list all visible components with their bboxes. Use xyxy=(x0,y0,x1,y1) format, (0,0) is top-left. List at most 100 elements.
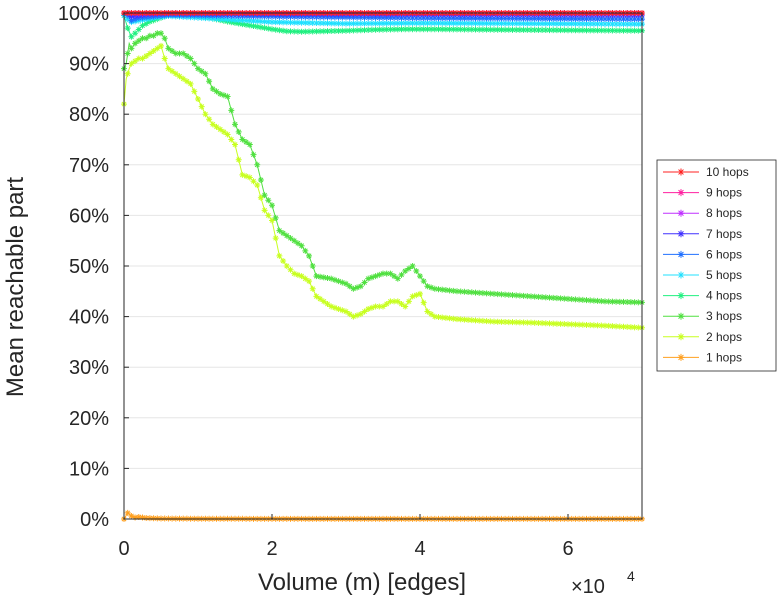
data-point xyxy=(409,20,416,27)
grid-lines xyxy=(124,12,642,520)
data-point xyxy=(620,21,627,28)
data-point xyxy=(287,19,294,26)
data-point xyxy=(202,70,209,77)
series-2-hops xyxy=(121,42,645,331)
data-point xyxy=(487,15,494,22)
data-point xyxy=(465,26,472,33)
data-point xyxy=(587,20,594,27)
data-point xyxy=(354,14,361,21)
data-point xyxy=(405,14,412,21)
data-point xyxy=(343,20,349,27)
data-point xyxy=(494,15,501,22)
data-point xyxy=(528,15,534,22)
data-point xyxy=(298,273,305,280)
data-point xyxy=(516,319,523,326)
data-point xyxy=(465,289,472,296)
data-point xyxy=(627,299,634,306)
data-point xyxy=(146,32,153,39)
legend-marker xyxy=(677,292,685,300)
data-point xyxy=(132,514,139,521)
data-point xyxy=(472,15,479,22)
data-point xyxy=(542,20,549,27)
data-point xyxy=(442,287,449,294)
data-point xyxy=(442,20,449,27)
data-point xyxy=(235,156,242,163)
data-point xyxy=(294,240,301,247)
data-point xyxy=(476,26,483,33)
data-point xyxy=(561,295,568,302)
data-point xyxy=(298,28,305,35)
data-point xyxy=(150,515,157,522)
data-point xyxy=(165,45,172,52)
data-point xyxy=(550,294,557,301)
data-point xyxy=(565,27,571,34)
data-point xyxy=(561,15,568,22)
data-point xyxy=(405,26,412,33)
data-point xyxy=(557,295,564,302)
data-point xyxy=(531,15,538,22)
data-point xyxy=(239,17,246,24)
data-point xyxy=(361,14,368,21)
data-point xyxy=(195,96,201,103)
data-point xyxy=(139,35,146,42)
data-point xyxy=(520,15,527,22)
data-point xyxy=(331,304,338,311)
data-point xyxy=(472,289,479,296)
data-point xyxy=(417,20,423,27)
legend-box xyxy=(656,159,777,372)
data-point xyxy=(491,290,497,297)
data-point xyxy=(206,116,213,123)
data-point xyxy=(380,303,386,310)
data-point xyxy=(602,298,608,305)
data-point xyxy=(542,294,549,301)
data-point xyxy=(306,28,312,35)
legend-entry: 2 hops xyxy=(663,330,742,344)
data-point xyxy=(132,16,139,23)
data-point xyxy=(528,293,534,300)
data-point xyxy=(246,141,253,148)
data-point xyxy=(616,21,623,28)
data-point xyxy=(402,14,409,21)
data-point xyxy=(539,20,546,27)
data-point xyxy=(598,27,605,34)
y-tick-label: 50% xyxy=(69,256,109,278)
series-1-hops xyxy=(121,509,645,522)
data-point xyxy=(579,321,586,328)
data-point xyxy=(631,299,638,306)
data-point xyxy=(269,202,275,209)
data-point xyxy=(609,15,616,22)
data-point xyxy=(350,285,357,292)
data-point xyxy=(461,288,468,295)
data-point xyxy=(565,321,571,328)
data-point xyxy=(398,300,405,307)
data-point xyxy=(520,20,527,27)
data-point xyxy=(291,19,298,26)
data-point xyxy=(557,27,564,34)
data-point xyxy=(324,300,331,307)
data-point xyxy=(143,514,150,521)
data-point xyxy=(513,15,520,22)
data-point xyxy=(139,514,146,521)
data-point xyxy=(513,20,520,27)
data-point xyxy=(402,268,409,275)
data-point xyxy=(317,28,324,35)
data-point xyxy=(224,131,231,138)
data-point xyxy=(183,53,190,60)
x-axis-multiplier: ×10 xyxy=(571,576,605,598)
data-point xyxy=(343,14,349,21)
data-point xyxy=(183,78,190,85)
data-point xyxy=(132,30,139,37)
legend-entry: 5 hops xyxy=(663,268,742,282)
data-point xyxy=(572,321,579,328)
data-point xyxy=(135,37,142,44)
data-point xyxy=(343,280,349,287)
data-point xyxy=(435,286,442,293)
data-point xyxy=(561,20,568,27)
data-point xyxy=(553,320,560,327)
data-point xyxy=(613,15,620,22)
data-point xyxy=(583,321,590,328)
data-point xyxy=(439,314,446,321)
data-point xyxy=(605,298,612,305)
data-point xyxy=(187,55,194,62)
y-tick-label: 10% xyxy=(69,458,109,480)
